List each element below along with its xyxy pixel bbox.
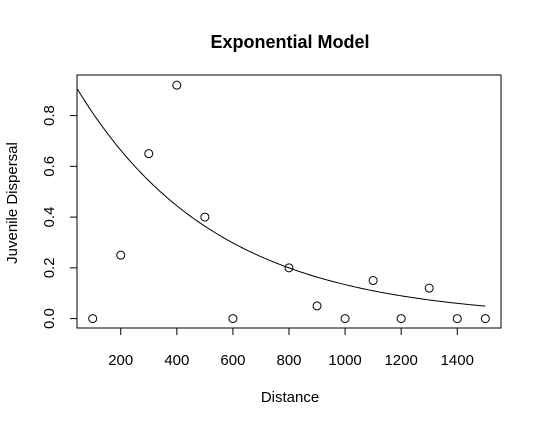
data-point bbox=[116, 250, 126, 260]
x-tick-label: 400 bbox=[164, 352, 189, 369]
data-point bbox=[424, 283, 434, 293]
y-tick-label: 0.4 bbox=[41, 207, 58, 228]
data-point bbox=[368, 276, 378, 286]
x-axis-label: Distance bbox=[261, 389, 319, 406]
x-tick-label: 1400 bbox=[441, 352, 474, 369]
y-axis: 0.0 0.2 0.4 0.6 0.8 bbox=[41, 105, 77, 329]
data-point bbox=[172, 80, 182, 90]
plot-frame bbox=[76, 74, 502, 329]
data-point bbox=[88, 314, 98, 324]
data-point bbox=[228, 314, 238, 324]
data-point bbox=[284, 263, 294, 273]
data-point bbox=[312, 301, 322, 311]
x-axis: 200 400 600 800 1000 1200 1400 bbox=[108, 328, 474, 369]
data-point bbox=[340, 314, 350, 324]
y-tick-label: 0.6 bbox=[41, 156, 58, 177]
y-tick-label: 0.8 bbox=[41, 105, 58, 126]
y-axis-label: Juvenile Dispersal bbox=[4, 142, 21, 264]
x-tick-label: 1200 bbox=[384, 352, 417, 369]
data-point bbox=[480, 314, 490, 324]
chart-title: Exponential Model bbox=[210, 32, 369, 52]
x-tick-label: 1000 bbox=[328, 352, 361, 369]
data-point bbox=[396, 314, 406, 324]
x-tick-label: 800 bbox=[276, 352, 301, 369]
data-point bbox=[144, 149, 154, 159]
y-tick-label: 0.0 bbox=[41, 308, 58, 329]
x-tick-label: 200 bbox=[108, 352, 133, 369]
x-tick-label: 600 bbox=[220, 352, 245, 369]
data-points bbox=[88, 80, 490, 324]
fitted-exponential-curve bbox=[76, 88, 486, 307]
data-point bbox=[200, 212, 210, 222]
data-point bbox=[452, 314, 462, 324]
y-tick-label: 0.2 bbox=[41, 257, 58, 278]
